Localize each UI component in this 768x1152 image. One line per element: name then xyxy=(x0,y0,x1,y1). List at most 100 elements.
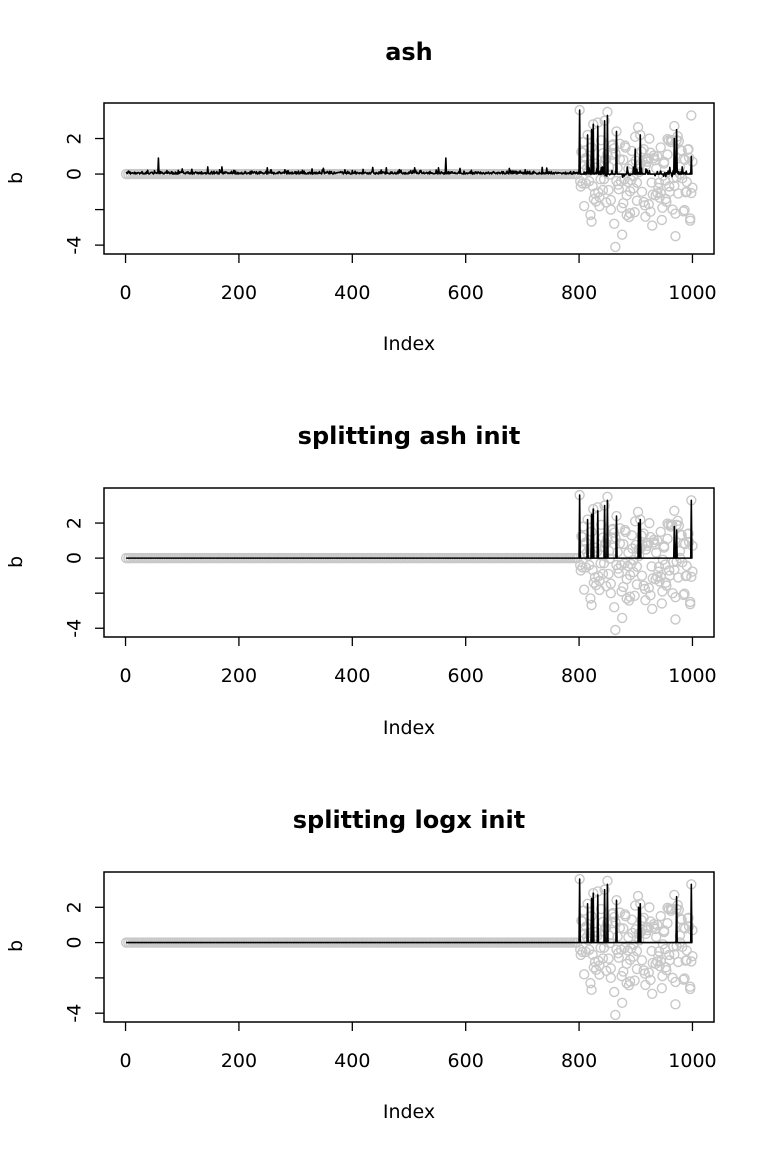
data-point xyxy=(678,538,689,549)
plot-frame xyxy=(103,871,715,1023)
y-tick-label: 0 xyxy=(64,552,86,564)
data-point xyxy=(686,956,697,967)
data-point xyxy=(655,142,666,153)
data-point xyxy=(673,520,685,531)
panel-3: splitting logx init Index b 0 200 400 600 80… xyxy=(5,806,717,1123)
x-tick-label: 600 xyxy=(448,1050,484,1072)
y-axis-label: b xyxy=(5,556,27,568)
data-point xyxy=(658,156,670,168)
data-point xyxy=(679,204,690,216)
data-point xyxy=(575,176,586,187)
data-point xyxy=(616,586,627,597)
data-point xyxy=(603,184,614,196)
data-point xyxy=(578,200,590,212)
data-point xyxy=(631,561,643,572)
data-point xyxy=(656,983,668,994)
data-point xyxy=(618,198,629,209)
data-point xyxy=(643,199,655,210)
data-point xyxy=(624,954,636,965)
data-point xyxy=(643,582,655,594)
panel-title: splitting logx init xyxy=(293,806,525,834)
data-point xyxy=(640,211,651,222)
data-point xyxy=(620,911,631,922)
data-point xyxy=(653,566,664,577)
data-point xyxy=(631,177,643,188)
data-point xyxy=(616,970,627,982)
estimate-line xyxy=(125,494,693,559)
x-tick-label: 200 xyxy=(221,282,257,304)
data-point xyxy=(643,153,654,165)
data-point xyxy=(681,176,692,188)
data-point xyxy=(653,182,664,194)
data-point xyxy=(670,208,681,219)
data-point xyxy=(585,977,596,989)
data-point xyxy=(629,207,640,218)
data-point xyxy=(648,534,660,546)
data-point xyxy=(624,186,636,197)
data-point xyxy=(603,568,614,580)
data-point xyxy=(655,526,666,538)
x-tick-label: 1000 xyxy=(668,665,716,687)
data-point xyxy=(683,152,695,163)
panel-1: ash Index b 0 200 400 600 800 1000 -4 0 2 xyxy=(5,38,717,355)
data-point xyxy=(647,988,658,999)
data-point xyxy=(594,584,605,596)
data-point xyxy=(683,536,695,548)
data-point xyxy=(669,505,680,516)
data-point xyxy=(653,951,664,962)
data-point xyxy=(656,598,668,609)
data-point xyxy=(645,974,656,986)
x-tick-label: 400 xyxy=(334,1050,370,1072)
data-point xyxy=(644,133,655,144)
x-tick-label: 600 xyxy=(448,282,484,304)
y-tick-label: -4 xyxy=(64,236,86,255)
data-point xyxy=(669,889,680,901)
data-point xyxy=(627,159,638,170)
data-point xyxy=(620,526,631,538)
data-point xyxy=(605,587,617,599)
data-point xyxy=(619,558,630,569)
data-point xyxy=(580,946,592,958)
data-point xyxy=(678,922,689,933)
data-point xyxy=(655,910,666,922)
data-point xyxy=(585,209,596,221)
y-tick-label: 0 xyxy=(64,937,86,949)
data-point xyxy=(636,955,648,966)
data-point xyxy=(679,588,690,599)
data-point xyxy=(658,540,670,552)
data-point xyxy=(609,143,620,154)
data-point xyxy=(616,202,627,214)
data-point xyxy=(587,564,598,576)
data-point xyxy=(670,614,681,625)
data-point xyxy=(648,919,660,930)
data-point xyxy=(609,911,620,923)
y-tick-label: -4 xyxy=(64,1004,86,1023)
estimate-line xyxy=(125,109,693,178)
data-point xyxy=(670,999,681,1010)
data-point xyxy=(687,566,698,577)
data-point xyxy=(636,186,648,198)
data-point xyxy=(631,945,643,957)
data-point xyxy=(587,181,598,192)
estimate-line xyxy=(125,878,693,944)
data-point xyxy=(670,231,681,242)
data-point xyxy=(661,965,672,976)
data-point xyxy=(593,187,604,198)
data-point xyxy=(657,170,669,182)
data-point xyxy=(643,967,655,978)
data-point xyxy=(616,997,628,1008)
data-point xyxy=(647,573,658,584)
plot-frame xyxy=(103,102,715,255)
data-point xyxy=(609,986,620,998)
x-tick-label: 0 xyxy=(119,282,131,304)
data-point xyxy=(578,969,590,980)
data-point xyxy=(632,506,644,518)
x-tick-label: 800 xyxy=(561,1050,597,1072)
data-point xyxy=(672,899,683,911)
data-point xyxy=(610,241,621,253)
data-point xyxy=(661,580,672,591)
x-tick-label: 600 xyxy=(448,665,484,687)
data-point xyxy=(631,195,643,206)
data-point xyxy=(576,146,587,158)
